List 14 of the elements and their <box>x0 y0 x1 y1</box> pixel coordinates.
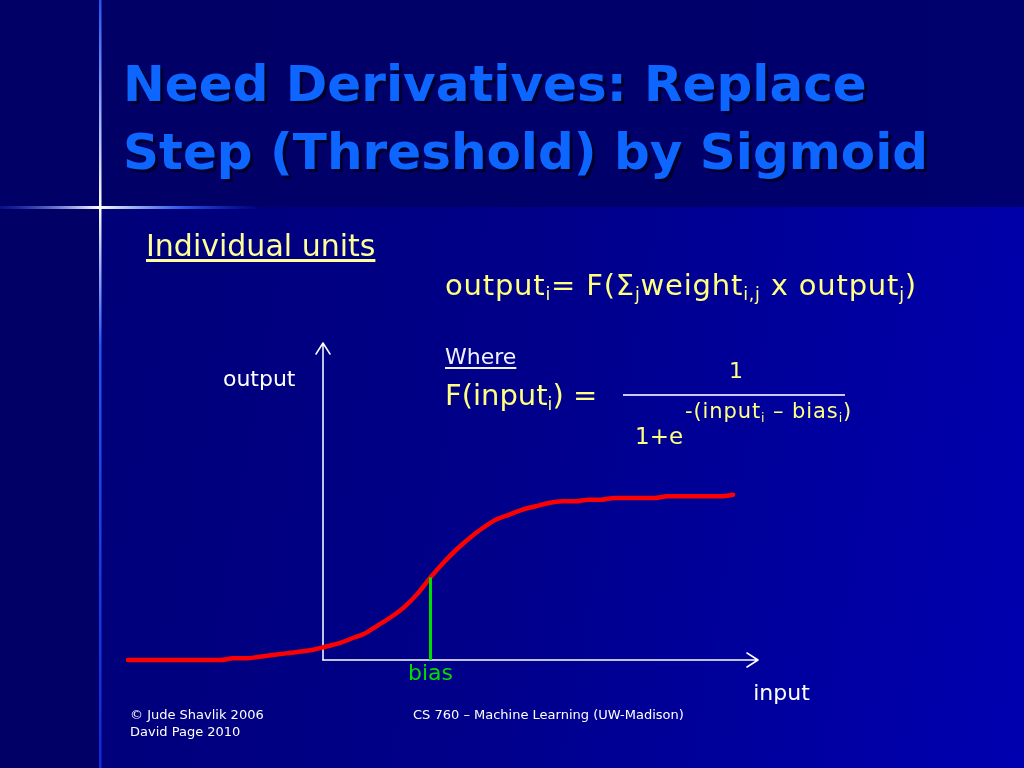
text: -(input$_{i}$ – bias$_{i}$) <box>685 399 853 425</box>
text: bias <box>407 660 454 685</box>
text: 1+e <box>635 423 684 451</box>
x-axis-title: input <box>753 679 811 705</box>
text: 1 <box>729 358 743 385</box>
text: output$_{i}$= F(Σ$_{j}$weight$_{i,j}$ x output$_{j}$) <box>445 267 917 304</box>
y-axis-title: output <box>222 365 296 391</box>
chart-title: Need Derivatives: Replace Step (Threshold) by Sigmoid <box>123 54 930 183</box>
text: © Jude Shavlik 2006 <box>130 706 264 723</box>
text: CS 760 – Machine Learning (UW-Madison) <box>413 706 684 723</box>
chart-subtitle: Individual units <box>146 227 376 264</box>
text: Where <box>445 344 517 371</box>
text: David Page 2010 <box>130 723 241 740</box>
text: F(input$_{i}$) = <box>445 377 598 414</box>
